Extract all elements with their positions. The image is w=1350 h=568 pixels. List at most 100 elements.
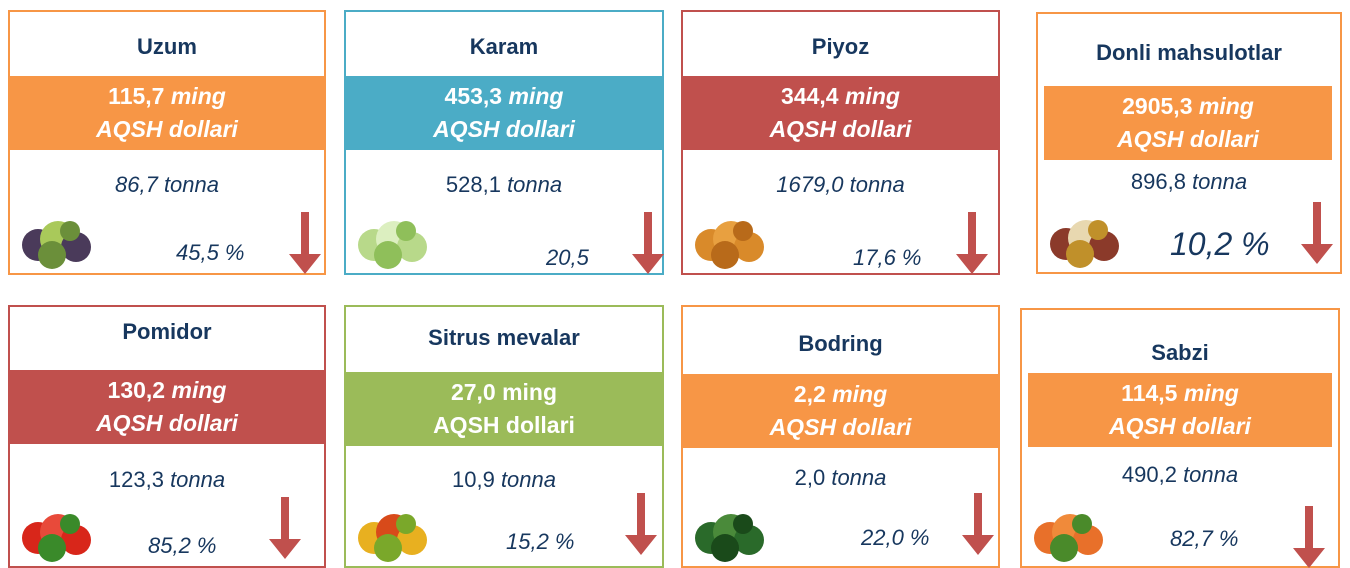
value-unit: ming bbox=[502, 379, 557, 405]
change: 20,5 bbox=[546, 245, 589, 271]
value-line: 344,4 ming bbox=[681, 80, 1000, 113]
image-shape bbox=[374, 534, 402, 562]
card-title: Piyoz bbox=[683, 34, 998, 60]
tonnage-unit: tonna bbox=[501, 467, 556, 492]
image-shape bbox=[38, 241, 66, 269]
image-shape bbox=[1050, 534, 1078, 562]
value: 130,2 bbox=[108, 377, 166, 403]
value-unit: ming bbox=[1184, 380, 1239, 406]
change: 45,5 % bbox=[176, 240, 245, 266]
tonnage-line: 10,9 tonna bbox=[346, 467, 662, 493]
down-arrow bbox=[288, 212, 322, 274]
currency: AQSH dollari bbox=[1028, 410, 1332, 443]
tonnage-unit: tonna bbox=[170, 467, 225, 492]
image-shape bbox=[711, 241, 739, 269]
change: 17,6 % bbox=[853, 245, 922, 271]
product-image bbox=[1044, 206, 1128, 270]
product-image bbox=[1028, 500, 1112, 564]
down-arrow bbox=[268, 497, 302, 559]
tonnage: 86,7 bbox=[115, 172, 158, 197]
down-arrow bbox=[961, 493, 995, 555]
card-title: Pomidor bbox=[10, 319, 324, 345]
product-image bbox=[689, 207, 773, 271]
tonnage-line: 86,7 tonna bbox=[10, 172, 324, 198]
down-arrow bbox=[955, 212, 989, 274]
down-arrow bbox=[1300, 202, 1334, 264]
currency: AQSH dollari bbox=[344, 409, 664, 442]
arrow-shape bbox=[962, 493, 994, 555]
value-line: 2,2 ming bbox=[681, 378, 1000, 411]
product-image bbox=[16, 500, 100, 564]
image-shape bbox=[711, 534, 739, 562]
image-shape bbox=[1072, 514, 1092, 534]
value: 115,7 bbox=[108, 83, 164, 109]
arrow-shape bbox=[956, 212, 988, 274]
value-line: 130,2 ming bbox=[8, 374, 326, 407]
value-unit: ming bbox=[832, 381, 887, 407]
tonnage-line: 1679,0 tonna bbox=[683, 172, 998, 198]
value: 114,5 bbox=[1121, 380, 1177, 406]
value: 344,4 bbox=[781, 83, 839, 109]
change: 82,7 % bbox=[1170, 526, 1239, 552]
arrow-shape bbox=[632, 212, 664, 274]
tonnage: 490,2 bbox=[1122, 462, 1177, 487]
tonnage-line: 2,0 tonna bbox=[683, 465, 998, 491]
tonnage: 528,1 bbox=[446, 172, 501, 197]
card-title: Bodring bbox=[683, 331, 998, 357]
value: 27,0 bbox=[451, 379, 496, 405]
image-shape bbox=[1088, 220, 1108, 240]
currency: AQSH dollari bbox=[8, 113, 326, 146]
card-title: Sitrus mevalar bbox=[346, 325, 662, 351]
tonnage: 1679,0 bbox=[776, 172, 843, 197]
card-title: Sabzi bbox=[1022, 340, 1338, 366]
currency: AQSH dollari bbox=[8, 407, 326, 440]
card-title: Karam bbox=[346, 34, 662, 60]
arrow-shape bbox=[625, 493, 657, 555]
value: 2,2 bbox=[794, 381, 826, 407]
tonnage: 2,0 bbox=[795, 465, 826, 490]
tonnage: 10,9 bbox=[452, 467, 495, 492]
arrow-shape bbox=[1293, 506, 1325, 568]
value: 453,3 bbox=[445, 83, 503, 109]
image-shape bbox=[38, 534, 66, 562]
tonnage-unit: tonna bbox=[850, 172, 905, 197]
image-shape bbox=[60, 221, 80, 241]
value-line: 115,7 ming bbox=[8, 80, 326, 113]
tonnage: 896,8 bbox=[1131, 169, 1186, 194]
value-line: 27,0 ming bbox=[344, 376, 664, 409]
infographic: Uzum115,7 mingAQSH dollari86,7 tonna45,5… bbox=[0, 0, 1350, 568]
currency: AQSH dollari bbox=[681, 411, 1000, 444]
down-arrow bbox=[1292, 506, 1326, 568]
tonnage-unit: tonna bbox=[164, 172, 219, 197]
tonnage-line: 490,2 tonna bbox=[1022, 462, 1338, 488]
image-shape bbox=[1066, 240, 1094, 268]
value-unit: ming bbox=[845, 83, 900, 109]
value-unit: ming bbox=[171, 83, 226, 109]
card-title: Donli mahsulotlar bbox=[1038, 40, 1340, 66]
down-arrow bbox=[631, 212, 665, 274]
image-shape bbox=[733, 514, 753, 534]
image-shape bbox=[396, 514, 416, 534]
change: 10,2 % bbox=[1170, 226, 1270, 263]
product-image bbox=[352, 500, 436, 564]
image-shape bbox=[374, 241, 402, 269]
change: 15,2 % bbox=[506, 529, 575, 555]
arrow-shape bbox=[269, 497, 301, 559]
change: 85,2 % bbox=[148, 533, 217, 559]
value-line: 114,5 ming bbox=[1028, 377, 1332, 410]
down-arrow bbox=[624, 493, 658, 555]
currency: AQSH dollari bbox=[344, 113, 664, 146]
image-shape bbox=[60, 514, 80, 534]
